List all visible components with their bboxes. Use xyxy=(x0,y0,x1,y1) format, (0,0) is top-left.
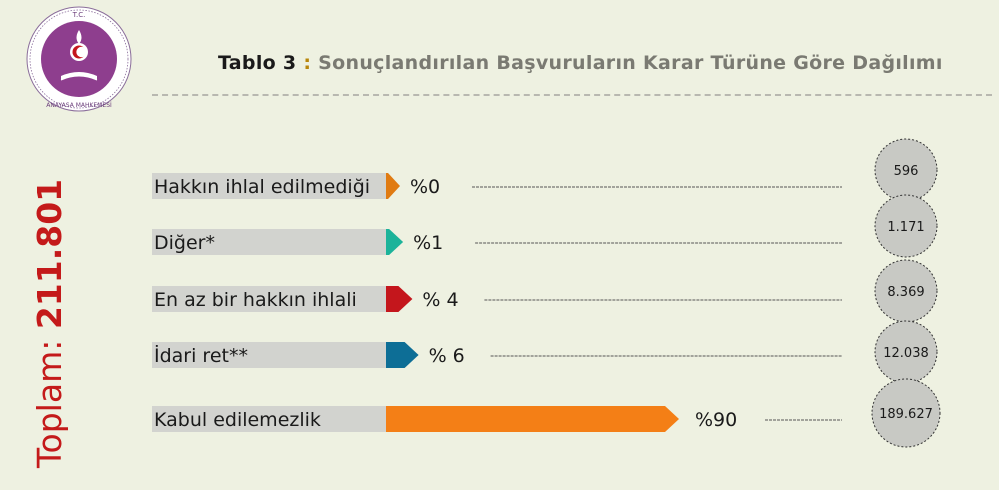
percentage-bar xyxy=(386,406,679,432)
logo-bottom-text: ANAYASA MAHKEMESİ xyxy=(46,102,112,109)
percentage-label: %1 xyxy=(413,232,443,254)
count-label: 596 xyxy=(894,164,919,179)
chart-title: Tablo 3 : Sonuçlandırılan Başvuruların K… xyxy=(218,52,943,74)
percentage-label: %0 xyxy=(410,176,440,198)
percentage-label: % 4 xyxy=(422,289,458,311)
count-label: 12.038 xyxy=(883,346,929,361)
category-label: Diğer* xyxy=(154,232,215,254)
count-circle xyxy=(874,194,938,258)
percentage-bar xyxy=(386,173,400,199)
percentage-label: %90 xyxy=(695,409,737,431)
percentage-bar xyxy=(386,286,413,312)
title-divider xyxy=(152,94,992,96)
percentage-bar xyxy=(386,342,419,368)
title-text: Sonuçlandırılan Başvuruların Karar Türün… xyxy=(318,52,943,74)
count-circle xyxy=(871,378,941,448)
anayasa-mahkemesi-logo: T.C. ANAYASA MAHKEMESİ xyxy=(26,6,132,112)
category-label: En az bir hakkın ihlali xyxy=(154,289,357,311)
category-label-bar xyxy=(152,173,386,199)
percentage-label: % 6 xyxy=(429,345,465,367)
category-label-bar xyxy=(152,286,386,312)
category-label-bar xyxy=(152,229,386,255)
category-label-bar xyxy=(152,406,386,432)
percentage-bar xyxy=(386,229,404,255)
count-label: 8.369 xyxy=(887,285,924,300)
title-lead: Tablo 3 xyxy=(218,52,297,74)
category-label-bar xyxy=(152,342,386,368)
title-colon: : xyxy=(296,52,319,74)
logo-top-text: T.C. xyxy=(72,11,86,19)
category-label: Kabul edilemezlik xyxy=(154,409,321,431)
count-label: 1.171 xyxy=(887,220,924,235)
category-label: Hakkın ihlal edilmediği xyxy=(154,176,370,198)
count-label: 189.627 xyxy=(879,407,933,422)
category-label: İdari ret** xyxy=(154,344,248,367)
